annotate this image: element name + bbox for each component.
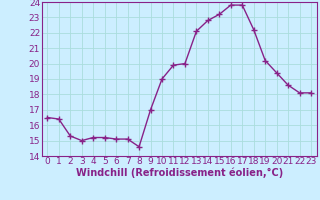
- X-axis label: Windchill (Refroidissement éolien,°C): Windchill (Refroidissement éolien,°C): [76, 168, 283, 178]
